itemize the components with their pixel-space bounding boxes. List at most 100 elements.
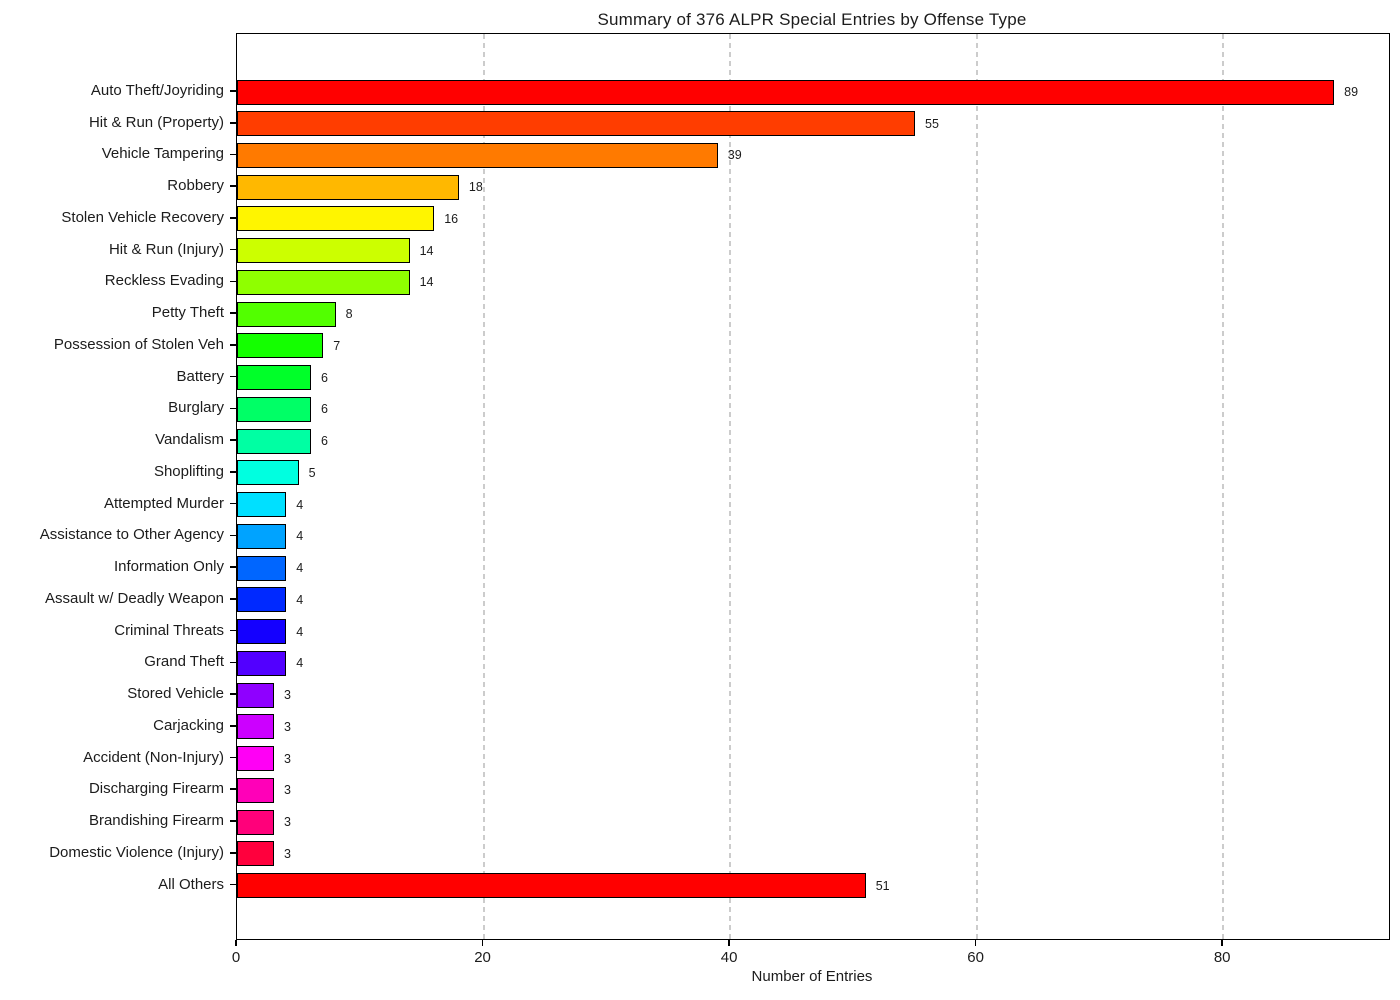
y-tick-mark <box>230 185 236 187</box>
y-tick-label-stolen-vehicle-recovery: Stolen Vehicle Recovery <box>61 208 224 226</box>
y-tick-label-stored-vehicle: Stored Vehicle <box>127 685 224 703</box>
y-tick-label-burglary: Burglary <box>168 399 224 417</box>
y-tick-mark <box>230 502 236 505</box>
bar-vehicle-tampering <box>237 142 718 168</box>
y-tick-label-accident-non-injury: Accident (Non-Injury) <box>83 748 224 766</box>
y-tick-label-possession-of-stolen-veh: Possession of Stolen Veh <box>53 335 224 353</box>
y-tick-mark <box>230 661 236 664</box>
bar-reckless-evading <box>237 269 410 295</box>
y-tick-label-petty-theft: Petty Theft <box>151 304 224 322</box>
bar-grand-theft <box>237 650 287 676</box>
y-tick-label-discharging-firearm: Discharging Firearm <box>88 780 224 798</box>
plot-area: 89 55 39 18 16 14 14 8 7 6 6 6 5 4 4 4 4 4 4 3 3 3 3 3 3 51 <box>236 33 1390 940</box>
y-tick-mark <box>230 344 236 346</box>
y-tick-label-attempted-murder: Attempted Murder <box>103 494 224 512</box>
gridline-x60 <box>975 34 978 939</box>
y-tick-mark <box>230 90 236 92</box>
bar-value-label-attempted-murder: 4 <box>296 497 304 512</box>
x-tick-mark <box>235 940 237 946</box>
bar-value-label-criminal-threats: 4 <box>296 624 304 639</box>
bar-petty-theft <box>237 301 336 327</box>
bar-brandishing-firearm <box>237 809 274 835</box>
bar-battery <box>237 365 311 391</box>
bar-robbery <box>237 174 459 200</box>
bar-assault-w-deadly-weapon <box>237 587 287 613</box>
bar-assistance-to-other-agency <box>237 523 287 549</box>
y-tick-mark <box>230 693 236 695</box>
y-tick-label-vandalism: Vandalism <box>155 431 224 449</box>
x-tick-mark <box>728 940 730 946</box>
bar-carjacking <box>237 714 274 740</box>
y-tick-label-robbery: Robbery <box>167 177 224 195</box>
y-tick-mark <box>230 566 236 568</box>
bar-stored-vehicle <box>237 682 274 708</box>
bar-value-label-assistance-to-other-agency: 4 <box>296 529 304 544</box>
y-tick-label-information-only: Information Only <box>113 558 224 576</box>
y-tick-mark <box>230 534 236 537</box>
bar-value-label-hit-run-property: 55 <box>925 116 939 131</box>
y-tick-label-vehicle-tampering: Vehicle Tampering <box>101 145 224 163</box>
y-tick-mark <box>230 248 236 251</box>
y-tick-label-auto-theft-joyriding: Auto Theft/Joyriding <box>90 82 224 99</box>
y-tick-mark <box>230 407 236 410</box>
x-tick-mark <box>974 940 977 946</box>
bar-value-label-hit-run-injury: 14 <box>419 243 434 258</box>
y-tick-mark <box>230 121 236 124</box>
y-tick-mark <box>230 883 236 886</box>
y-tick-label-carjacking: Carjacking <box>153 716 224 734</box>
bar-hit-run-property <box>237 111 915 137</box>
x-tick-label-80: 80 <box>1213 949 1231 966</box>
y-tick-label-domestic-violence-injury: Domestic Violence (Injury) <box>49 843 224 861</box>
y-tick-mark <box>230 217 236 219</box>
bar-value-label-shoplifting: 5 <box>308 465 316 480</box>
bar-information-only <box>237 555 287 581</box>
bar-value-label-petty-theft: 8 <box>345 307 353 322</box>
y-tick-label-shoplifting: Shoplifting <box>153 462 224 480</box>
bar-value-label-stolen-vehicle-recovery: 16 <box>444 211 459 226</box>
y-tick-mark <box>230 439 236 441</box>
bar-value-label-stored-vehicle: 3 <box>283 688 291 703</box>
y-tick-mark <box>230 598 236 600</box>
y-tick-mark <box>230 153 236 156</box>
gridline-x20 <box>482 34 485 939</box>
bar-domestic-violence-injury <box>237 841 274 867</box>
y-tick-mark <box>230 820 236 822</box>
gridline-x40 <box>729 34 732 939</box>
x-tick-mark <box>1221 940 1223 946</box>
chart-title: Summary of 376 ALPR Special Entries by O… <box>597 10 1027 29</box>
y-tick-mark <box>230 788 236 791</box>
x-tick-label-60: 60 <box>967 949 984 966</box>
bar-burglary <box>237 396 311 422</box>
bar-accident-non-injury <box>237 746 274 772</box>
bar-value-label-grand-theft: 4 <box>296 656 304 671</box>
bar-value-label-burglary: 6 <box>320 402 328 417</box>
bar-possession-of-stolen-veh <box>237 333 324 359</box>
y-tick-label-battery: Battery <box>176 367 224 385</box>
x-tick-label-0: 0 <box>231 949 241 966</box>
bar-hit-run-injury <box>237 238 410 264</box>
bar-value-label-information-only: 4 <box>296 561 304 576</box>
bar-value-label-battery: 6 <box>320 370 328 385</box>
bar-criminal-threats <box>237 619 287 645</box>
bar-all-others <box>237 873 866 898</box>
x-tick-mark <box>481 940 484 946</box>
bar-value-label-accident-non-injury: 3 <box>283 751 291 766</box>
y-tick-label-brandishing-firearm: Brandishing Firearm <box>88 812 224 830</box>
bar-discharging-firearm <box>237 777 274 803</box>
bar-value-label-brandishing-firearm: 3 <box>283 815 291 830</box>
y-tick-mark <box>230 756 236 759</box>
y-tick-mark <box>230 280 236 283</box>
x-tick-label-20: 20 <box>474 949 491 966</box>
bar-value-label-carjacking: 3 <box>283 719 291 734</box>
x-tick-label-40: 40 <box>720 949 738 966</box>
bar-value-label-discharging-firearm: 3 <box>283 783 291 798</box>
bar-value-label-vehicle-tampering: 39 <box>727 148 742 163</box>
gridline-x80 <box>1222 34 1225 939</box>
bar-vandalism <box>237 428 311 454</box>
bar-value-label-auto-theft-joyriding: 89 <box>1344 85 1359 99</box>
bar-value-label-reckless-evading: 14 <box>419 275 434 290</box>
y-tick-label-assistance-to-other-agency: Assistance to Other Agency <box>39 526 224 544</box>
y-tick-label-reckless-evading: Reckless Evading <box>104 272 224 290</box>
bar-value-label-possession-of-stolen-veh: 7 <box>333 338 341 353</box>
y-tick-mark <box>230 471 236 473</box>
